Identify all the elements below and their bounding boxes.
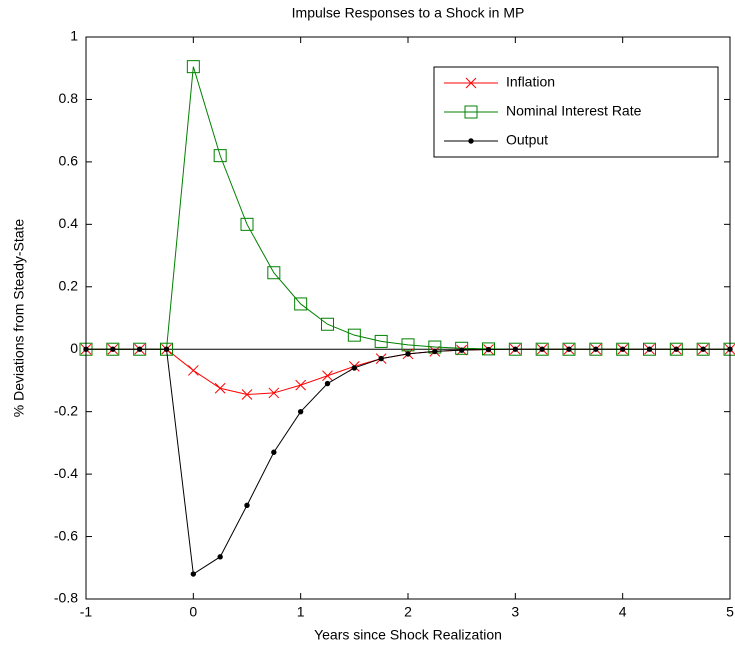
x-tick-label: 0 <box>189 604 197 620</box>
x-tick-label: 3 <box>511 604 519 620</box>
marker <box>593 346 599 352</box>
marker <box>190 571 197 577</box>
x-tick-label: 2 <box>404 604 412 620</box>
marker <box>485 346 492 353</box>
x-tick-label: 4 <box>619 604 627 620</box>
y-axis-label: % Deviations from Steady-State <box>11 219 27 418</box>
marker <box>465 77 477 89</box>
marker <box>240 217 254 231</box>
marker <box>136 346 143 352</box>
marker <box>244 502 250 509</box>
marker <box>566 346 572 352</box>
x-tick-label: 1 <box>297 604 305 620</box>
marker <box>271 449 277 455</box>
y-tick-label: -0.6 <box>54 527 78 543</box>
marker <box>646 346 653 352</box>
marker <box>512 346 519 352</box>
marker <box>324 380 331 387</box>
y-tick-label: -0.8 <box>54 590 78 606</box>
marker <box>241 389 253 400</box>
y-tick-label: 0.2 <box>59 277 79 293</box>
y-tick-label: 0.6 <box>59 153 79 169</box>
marker <box>401 338 415 352</box>
marker <box>539 346 545 352</box>
marker <box>455 341 469 355</box>
y-tick-label: -0.2 <box>54 402 78 418</box>
x-axis-label: Years since Shock Realization <box>314 627 502 643</box>
marker <box>468 138 474 144</box>
marker <box>295 379 307 391</box>
marker <box>321 317 334 331</box>
marker <box>464 105 478 119</box>
y-tick-label: 0.8 <box>59 90 79 106</box>
x-tick-label: 5 <box>726 604 734 620</box>
marker <box>374 334 388 348</box>
legend-label: Inflation <box>506 74 555 90</box>
legend-label: Output <box>506 132 548 148</box>
marker <box>163 346 170 352</box>
marker <box>351 365 358 371</box>
marker <box>482 342 495 356</box>
marker <box>110 346 116 352</box>
marker <box>322 370 333 382</box>
y-tick-label: 0.4 <box>59 215 79 231</box>
marker <box>378 355 384 362</box>
marker <box>297 408 304 415</box>
y-tick-label: 1 <box>70 28 78 44</box>
marker <box>214 382 226 394</box>
axes-frame <box>85 36 731 600</box>
marker <box>187 365 199 376</box>
marker <box>458 347 465 353</box>
marker <box>673 346 680 352</box>
marker <box>268 387 280 399</box>
marker <box>213 149 227 163</box>
marker <box>619 346 626 352</box>
marker <box>700 346 706 352</box>
marker <box>294 297 308 311</box>
y-tick-label: -0.4 <box>54 465 78 481</box>
chart-title: Impulse Responses to a Shock in MP <box>292 5 525 21</box>
y-tick-label: 0 <box>70 340 78 356</box>
marker <box>432 348 438 355</box>
marker <box>267 266 281 280</box>
marker <box>405 351 411 357</box>
marker <box>186 60 200 74</box>
legend-label: Nominal Interest Rate <box>506 103 642 119</box>
marker <box>347 328 361 342</box>
x-tick-label: -1 <box>80 604 93 620</box>
marker <box>217 554 223 560</box>
